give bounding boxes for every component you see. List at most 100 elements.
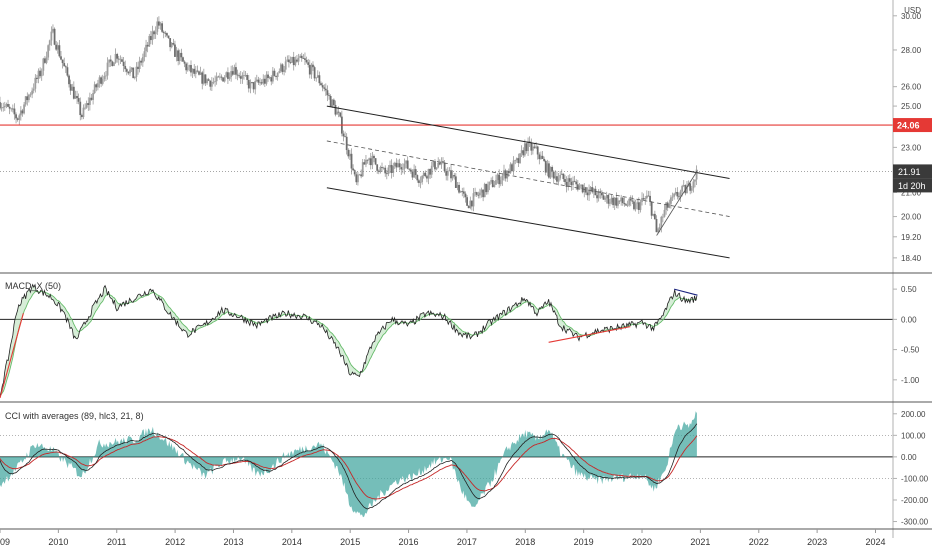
candle-body [527,141,529,152]
price-scale[interactable]: 30.00 28.00 26.00 25.00 23.00 21.00 20.00 19.20… [0,0,932,538]
countdown-badge [893,178,932,193]
candle-body [628,198,631,206]
candle-body [95,84,98,88]
candle-body [612,197,615,206]
time-scale[interactable]: 2009 2010 2011 2012 2013 2014 2015 2016 2017 2018… [0,529,886,547]
price-pane[interactable] [0,16,893,259]
candle-body [323,87,326,89]
y-tick-label: 18.40 [901,254,922,263]
candle-body [523,143,526,156]
macd-pane[interactable] [0,283,893,399]
candle-body [466,197,468,206]
candle-body [371,155,374,166]
candle-body [318,75,321,84]
candle-body [153,31,155,35]
candle-body [215,76,218,82]
macd-line [0,283,698,396]
candle-body [531,146,534,151]
candle-body [183,61,186,64]
candle-body [522,150,525,156]
candle-body [515,158,518,161]
candle-body [140,60,143,63]
candle-body [105,75,107,77]
y-tick-label: 28.00 [901,46,922,55]
candle-body [196,70,199,72]
candle-body [617,200,619,206]
candle-body [230,71,233,77]
candle-body [451,175,454,179]
candle-body [106,62,109,76]
last-price-label: 21.91 [898,167,921,177]
y-tick-label: 0.50 [901,285,917,294]
channel-upper-line [326,105,730,179]
y-tick-label: -200.00 [901,496,929,505]
candle-body [397,163,399,168]
candle-body [55,44,58,50]
candle-body [84,107,86,109]
candle-body [177,50,180,62]
candle-body [154,31,157,35]
candle-body [389,164,391,168]
candle-body [133,76,136,79]
candle-body [186,67,189,71]
candle-body [69,84,72,91]
candle-body [185,63,188,71]
candle-body [297,57,300,62]
candle-body [554,176,557,179]
candle-body [642,198,645,200]
candle-body [409,169,412,172]
candle-body [178,52,181,62]
candle-body [279,64,282,72]
candle-body [206,79,208,84]
candle-body [259,82,261,84]
price-candles [0,16,698,235]
y-tick-label: -1.00 [901,376,920,385]
candle-body [77,98,80,102]
y-tick-label: -300.00 [901,518,929,527]
candle-body [148,36,151,47]
candle-body [641,198,643,202]
candle-body [430,165,433,175]
candle-body [426,176,428,179]
candle-body [223,77,226,82]
candle-body [125,69,128,72]
candle-body [254,80,257,90]
candle-body [480,189,483,193]
candle-body [228,76,231,79]
candle-body [461,191,464,192]
candle-body [392,166,395,173]
candle-body [689,183,692,191]
candle-body [459,191,462,193]
candle-body [369,158,372,166]
candle-body [493,184,496,188]
candle-body [334,104,337,115]
candle-body [411,171,414,178]
candle-body [72,86,75,99]
candle-body [37,70,40,79]
candle-body [23,104,25,114]
candle-body [467,205,470,209]
candle-body [661,216,664,218]
candle-body [170,43,173,48]
candle-body [401,168,404,170]
last-price-badge [893,164,932,179]
candle-body [694,179,696,182]
macd-divergence-line [673,288,698,296]
candle-body [344,136,346,138]
candle-body [479,192,481,196]
cci-pane[interactable] [0,411,893,518]
candle-body [217,76,220,78]
candle-body [586,192,589,196]
x-tick-label: 2021 [690,537,710,547]
candle-body [445,171,448,176]
candle-body [403,163,406,169]
candle-body [222,77,225,82]
candle-body [482,189,485,198]
candle-body [440,161,443,165]
candle-body [58,45,61,57]
candle-body [557,178,560,182]
candle-body [42,58,45,71]
price-drawings[interactable] [0,105,893,259]
candle-body [562,173,565,180]
